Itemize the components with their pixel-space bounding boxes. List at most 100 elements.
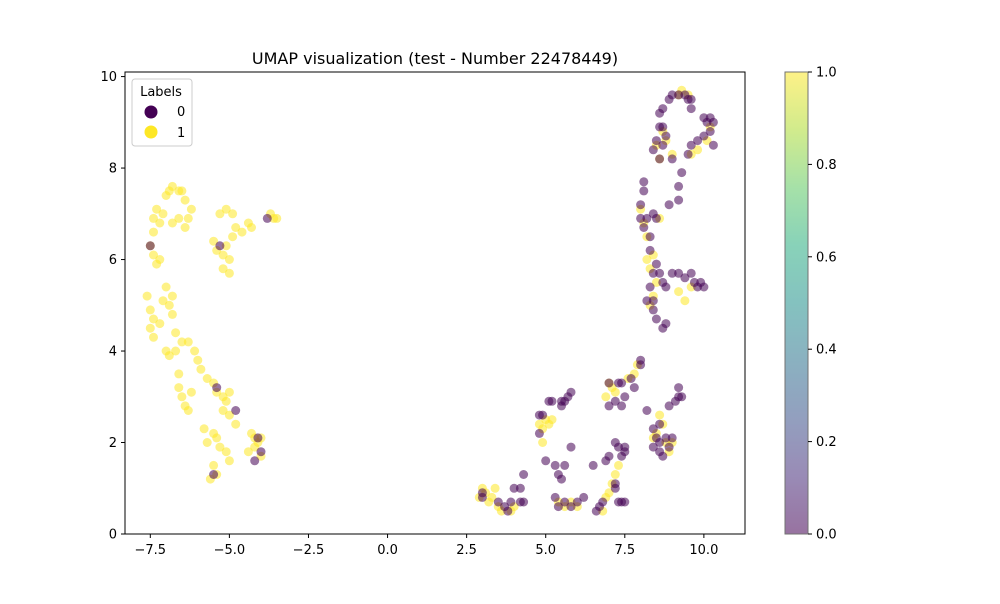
point-label-1 [651, 277, 661, 287]
point-label-1 [149, 332, 158, 342]
point-label-1 [247, 223, 256, 232]
point-label-0 [699, 113, 709, 123]
point-label-0 [553, 502, 563, 512]
point-label-0 [648, 145, 658, 155]
point-label-0 [648, 424, 658, 434]
point-label-0 [664, 94, 674, 104]
point-label-1 [601, 392, 611, 402]
point-label-1 [158, 209, 168, 219]
point-label-0 [674, 90, 684, 100]
point-label-0 [667, 433, 677, 443]
point-label-0 [620, 442, 630, 452]
point-label-0 [503, 506, 513, 516]
point-label-1 [145, 323, 155, 333]
point-label-1 [180, 195, 190, 205]
point-label-1 [149, 314, 158, 324]
point-label-1 [693, 145, 703, 155]
x-tick-label: −7.5 [135, 543, 167, 558]
point-label-0 [538, 410, 548, 420]
colorbar-tick-label: 0.6 [816, 250, 837, 265]
colorbar-tick-label: 0.2 [816, 435, 837, 450]
point-label-0 [664, 200, 674, 210]
point-label-1 [171, 346, 181, 356]
point-label-0 [674, 195, 684, 205]
point-label-0 [664, 401, 674, 411]
x-tick-label: −2.5 [293, 543, 325, 558]
point-label-0 [642, 296, 652, 306]
legend-marker-1 [144, 125, 158, 139]
point-label-1 [610, 387, 620, 397]
point-label-0 [699, 282, 709, 292]
point-label-0 [642, 213, 652, 223]
point-label-0 [636, 213, 646, 223]
point-label-0 [639, 186, 649, 196]
point-label-1 [155, 255, 165, 264]
point-label-1 [221, 241, 231, 251]
point-label-1 [538, 438, 548, 447]
colorbar-tick-label: 0.0 [816, 528, 837, 543]
point-label-0 [708, 117, 718, 127]
point-label-0 [651, 213, 661, 223]
point-label-0 [648, 442, 658, 452]
point-label-0 [661, 319, 671, 329]
point-label-0 [648, 268, 658, 278]
legend-marker-0 [144, 105, 158, 119]
point-label-0 [708, 140, 718, 150]
point-label-0 [610, 396, 620, 406]
chart-title: UMAP visualization (test - Number 224784… [252, 49, 618, 68]
colorbar-gradient [784, 71, 809, 535]
point-label-1 [177, 186, 187, 196]
point-label-0 [677, 168, 687, 178]
point-label-0 [664, 442, 674, 452]
colorbar-ticks: 0.0 0.2 0.4 0.6 0.8 1.0 [808, 66, 837, 543]
point-label-1 [215, 442, 225, 452]
point-label-0 [674, 383, 684, 393]
point-label-0 [620, 497, 630, 507]
point-label-0 [651, 136, 661, 146]
point-label-0 [509, 483, 519, 493]
point-label-0 [256, 447, 266, 457]
point-label-1 [224, 255, 234, 264]
point-label-0 [645, 282, 655, 292]
point-label-0 [572, 497, 582, 507]
point-label-0 [655, 108, 665, 118]
point-label-0 [639, 177, 649, 187]
point-label-1 [186, 204, 196, 214]
point-label-1 [142, 291, 152, 301]
point-label-0 [262, 213, 272, 223]
point-label-1 [155, 319, 165, 329]
point-label-1 [215, 209, 225, 219]
point-label-1 [202, 374, 212, 383]
point-label-0 [686, 104, 696, 114]
point-label-1 [487, 492, 497, 502]
point-label-1 [228, 232, 238, 242]
x-tick-label: 0.0 [377, 543, 398, 558]
point-label-0 [566, 442, 576, 452]
x-tick-label: 7.5 [614, 543, 635, 558]
point-label-0 [614, 442, 623, 452]
point-label-0 [645, 232, 655, 242]
point-label-0 [617, 378, 627, 388]
point-label-0 [686, 268, 696, 278]
point-label-0 [683, 149, 693, 159]
y-tick-label: 6 [109, 253, 117, 268]
point-label-0 [674, 181, 684, 191]
point-label-1 [218, 406, 228, 415]
point-label-0 [677, 392, 687, 402]
y-tick-label: 4 [109, 345, 117, 360]
point-label-0 [658, 140, 668, 150]
point-label-0 [642, 406, 652, 415]
point-label-1 [183, 406, 193, 415]
point-label-0 [661, 433, 671, 443]
point-label-0 [667, 154, 677, 164]
point-label-1 [218, 264, 228, 274]
point-label-0 [651, 314, 661, 324]
point-label-1 [190, 346, 200, 356]
point-label-1 [231, 223, 241, 232]
point-label-1 [186, 387, 196, 397]
point-label-1 [250, 442, 260, 452]
legend: Labels 0 1 [131, 78, 193, 147]
y-tick-label: 10 [100, 70, 117, 85]
point-label-1 [177, 392, 187, 402]
point-label-1 [231, 419, 241, 429]
